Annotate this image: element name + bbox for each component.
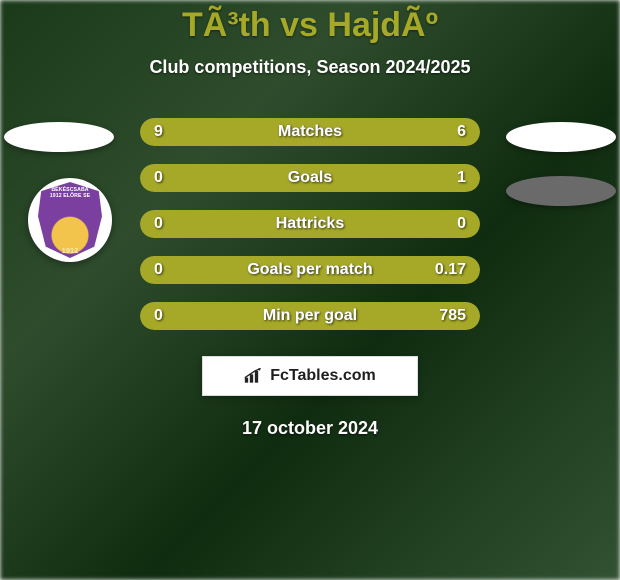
brand-box[interactable]: FcTables.com — [202, 356, 418, 396]
stat-value-left: 0 — [140, 256, 177, 284]
stat-bar: Matches — [140, 118, 480, 146]
crest-line2: 1912 ELŐRE SE — [50, 193, 91, 199]
stat-value-left: 9 — [140, 118, 177, 146]
page-title: TÃ³th vs HajdÃº — [0, 6, 620, 45]
stat-row: 0785Min per goal — [70, 302, 550, 330]
page-subtitle: Club competitions, Season 2024/2025 — [0, 57, 620, 78]
brand-text: FcTables.com — [270, 367, 376, 385]
stat-row: 0 0Hattricks — [70, 210, 550, 238]
stat-value-left: 0 — [140, 210, 177, 238]
stat-value-left: 0 — [140, 164, 177, 192]
stat-row: 00.17Goals per match — [70, 256, 550, 284]
stat-value-right: 0.17 — [421, 256, 480, 284]
stat-value-right: 785 — [425, 302, 480, 330]
stat-fill-right — [140, 164, 480, 192]
date-text: 17 october 2024 — [0, 418, 620, 439]
stat-value-right: 6 — [443, 118, 480, 146]
crest-year: 1912 — [38, 246, 102, 255]
stat-bar: Goals — [140, 164, 480, 192]
stat-value-left: 0 — [140, 302, 177, 330]
stat-value-right: 0 — [443, 210, 480, 238]
stat-value-right: 1 — [443, 164, 480, 192]
stat-rows: 96Matches01Goals00Hattricks00.17Goals pe… — [0, 118, 620, 330]
stat-row: 0 1Goals — [70, 164, 550, 192]
stat-bar: Hattricks — [140, 210, 480, 238]
stat-row: 9 6Matches — [70, 118, 550, 146]
bar-chart-icon — [244, 367, 264, 385]
comparison-card: TÃ³th vs HajdÃº Club competitions, Seaso… — [0, 0, 620, 580]
